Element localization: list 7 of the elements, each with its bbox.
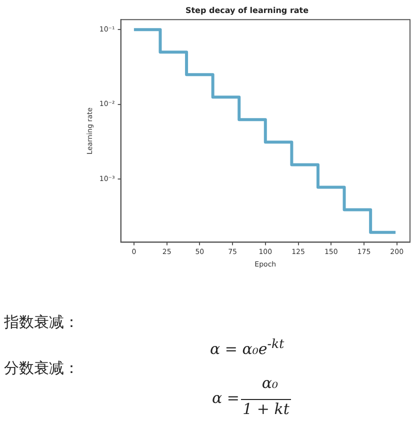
text: 分数衰减： [4,359,79,378]
chart-title: Step decay of learning rate [185,6,310,15]
text: 1 + kt [242,400,290,418]
text: 指数衰减： [4,313,79,332]
text: α = α₀e$^{-kt}$ [210,336,284,358]
text: α = [212,389,240,407]
text: α₀ [260,374,280,392]
